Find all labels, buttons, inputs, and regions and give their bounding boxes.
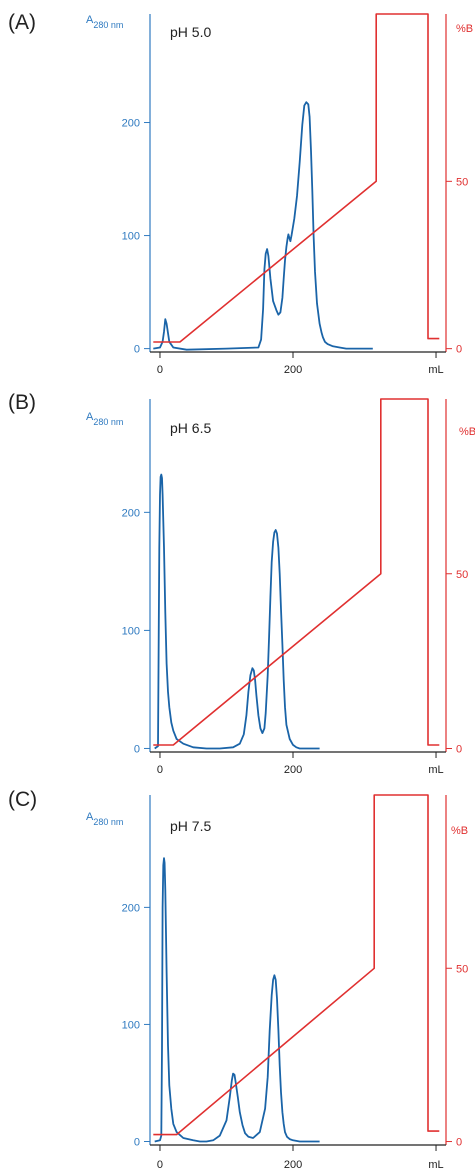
y-left-tick-label: 200 (122, 507, 140, 519)
y-left-axis-subscript: 280 nm (93, 417, 123, 427)
absorbance-trace (154, 473, 320, 750)
x-axis-title: mL (428, 364, 443, 376)
y-right-axis-title: %B (456, 23, 473, 35)
y-left-axis-title: A280 nm (86, 14, 123, 30)
x-axis-title: mL (428, 1159, 443, 1171)
condition-label: pH 5.0 (170, 24, 211, 40)
y-left-tick-label: 0 (134, 1136, 140, 1148)
absorbance-trace (153, 101, 373, 351)
chart-panel-1: (B) pH 6.5 A280 nm %B 0 100 200 0 50 0 200 mL (8, 391, 475, 776)
y-right-tick-label: 50 (456, 963, 468, 975)
gradient-trace (153, 794, 440, 1136)
x-tick-label: 200 (284, 1159, 302, 1171)
x-tick-label: 0 (157, 764, 163, 776)
y-left-tick-label: 200 (122, 902, 140, 914)
y-left-axis-title: A280 nm (86, 811, 123, 827)
chart-panel-0: (A) pH 5.0 A280 nm %B 0 100 200 0 50 0 200 mL (8, 11, 473, 376)
gradient-trace (153, 13, 440, 343)
condition-label: pH 6.5 (170, 420, 211, 436)
y-left-tick-label: 100 (122, 231, 140, 243)
y-left-tick-label: 100 (122, 1019, 140, 1031)
x-tick-label: 200 (284, 764, 302, 776)
y-right-tick-label: 0 (456, 744, 462, 756)
y-left-tick-label: 0 (134, 743, 140, 755)
y-right-tick-label: 0 (456, 1137, 462, 1149)
x-tick-label: 200 (284, 364, 302, 376)
y-right-tick-label: 50 (456, 176, 468, 188)
y-left-axis-subscript: 280 nm (93, 817, 123, 827)
y-right-axis-title: %B (451, 825, 468, 837)
gradient-trace (153, 398, 440, 746)
y-right-tick-label: 0 (456, 344, 462, 356)
y-left-axis-title: A280 nm (86, 411, 123, 427)
absorbance-trace (154, 857, 320, 1143)
y-left-axis-subscript: 280 nm (93, 20, 123, 30)
chart-panel-2: (C) pH 7.5 A280 nm %B 0 100 200 0 50 0 200 mL (8, 788, 468, 1171)
panel-label: (A) (8, 11, 36, 34)
y-left-tick-label: 0 (134, 344, 140, 356)
y-left-tick-label: 200 (122, 118, 140, 130)
x-axis-title: mL (428, 764, 443, 776)
x-tick-label: 0 (157, 364, 163, 376)
y-right-axis-title: %B (459, 426, 475, 438)
y-left-tick-label: 100 (122, 625, 140, 637)
x-tick-label: 0 (157, 1159, 163, 1171)
condition-label: pH 7.5 (170, 818, 211, 834)
panel-label: (B) (8, 391, 36, 414)
y-right-tick-label: 50 (456, 569, 468, 581)
panel-label: (C) (8, 788, 37, 811)
